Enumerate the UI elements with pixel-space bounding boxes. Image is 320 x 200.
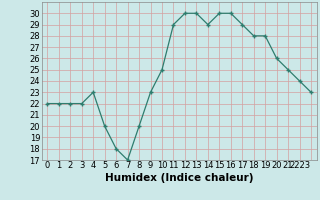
X-axis label: Humidex (Indice chaleur): Humidex (Indice chaleur) bbox=[105, 173, 253, 183]
